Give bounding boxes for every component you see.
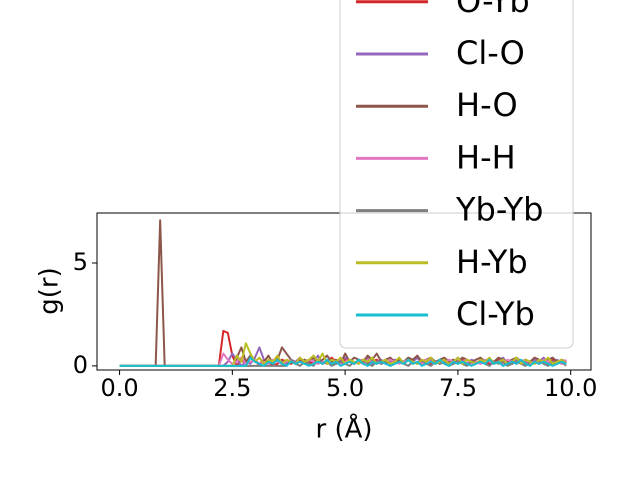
legend-label: H-H [456,138,516,176]
legend-label: Cl-O [456,34,525,72]
legend-label: Cl-Yb [456,295,535,333]
x-tick-label: 2.5 [213,374,251,402]
plot-area [119,219,567,367]
x-tick-label: 0.0 [100,374,138,402]
series-line [119,356,567,367]
x-axis-label: r (Å) [315,413,372,445]
x-tick-label: 10.0 [544,374,597,402]
legend-label: H-O [456,86,518,124]
legend-label: H-Yb [456,243,528,281]
legend-label: Yb-Yb [455,191,543,229]
y-axis-label: g(r) [35,267,65,314]
y-tick-label: 5 [73,248,88,276]
legend: O-Yb Cl-O H-O H-H Yb-Yb H-Yb Cl-Yb [339,0,574,349]
legend-box [339,0,574,349]
x-tick-label: 7.5 [439,374,477,402]
y-tick-label: 0 [73,351,88,379]
x-tick-label: 5.0 [326,374,364,402]
legend-label: O-Yb [456,0,530,20]
